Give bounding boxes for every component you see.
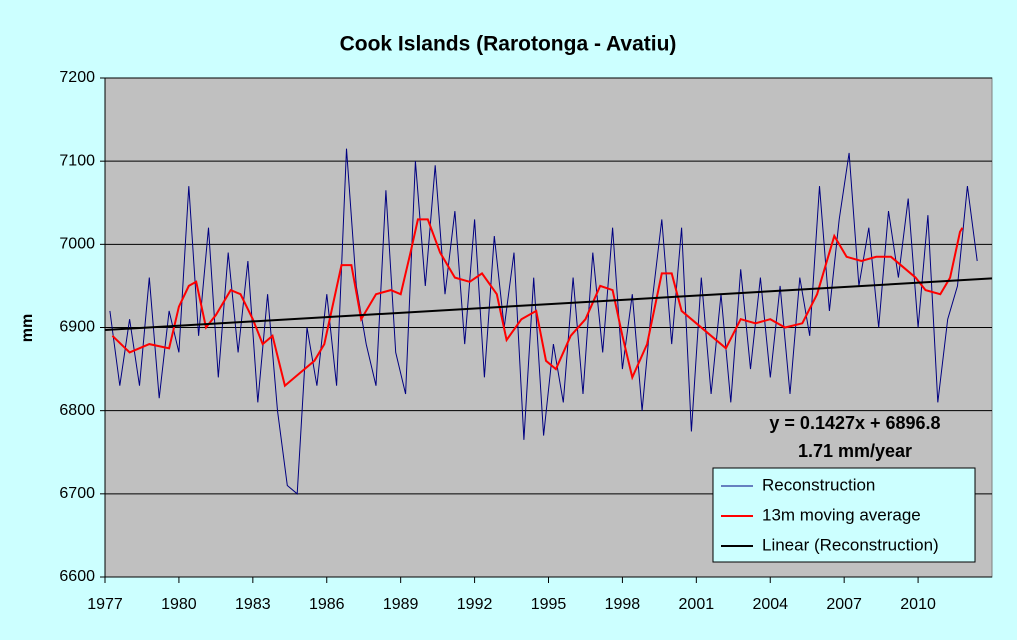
annotation: 1.71 mm/year — [798, 441, 912, 461]
x-tick-label: 1995 — [531, 596, 567, 613]
x-tick-label: 2004 — [752, 596, 788, 613]
y-axis-label: mm — [19, 314, 36, 342]
x-tick-label: 1998 — [605, 596, 641, 613]
series-line — [111, 218, 964, 388]
series-line — [104, 277, 993, 331]
x-tick-label: 1989 — [383, 596, 419, 613]
x-tick-label: 1980 — [161, 596, 197, 613]
x-tick-label: 2007 — [826, 596, 862, 613]
y-tick-label: 7100 — [59, 152, 95, 169]
x-tick-label: 1977 — [87, 596, 123, 613]
x-tick-label: 1992 — [457, 596, 493, 613]
x-tick-label: 2010 — [900, 596, 936, 613]
y-tick-label: 7200 — [59, 69, 95, 86]
x-tick-label: 1986 — [309, 596, 345, 613]
y-tick-label: 7000 — [59, 236, 95, 253]
legend-label: 13m moving average — [762, 505, 921, 524]
annotation: y = 0.1427x + 6896.8 — [769, 413, 940, 433]
y-tick-label: 6700 — [59, 485, 95, 502]
y-tick-label: 6900 — [59, 319, 95, 336]
legend-box — [712, 467, 976, 563]
x-tick-label: 2001 — [679, 596, 715, 613]
y-tick-label: 6600 — [59, 568, 95, 585]
chart-title: Cook Islands (Rarotonga - Avatiu) — [340, 33, 677, 56]
x-tick-label: 1983 — [235, 596, 271, 613]
legend-label: Linear (Reconstruction) — [762, 535, 939, 554]
series-line — [109, 148, 978, 495]
legend-label: Reconstruction — [762, 475, 875, 494]
y-tick-label: 6800 — [59, 402, 95, 419]
